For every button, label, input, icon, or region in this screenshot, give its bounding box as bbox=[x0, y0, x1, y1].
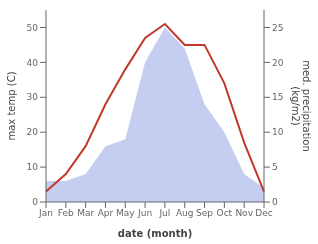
svg-text:Feb: Feb bbox=[58, 208, 74, 218]
svg-text:Oct: Oct bbox=[217, 208, 233, 218]
svg-text:15: 15 bbox=[272, 92, 283, 102]
svg-text:med. precipitation(kg/m2): med. precipitation(kg/m2) bbox=[290, 60, 310, 152]
svg-text:Aug: Aug bbox=[176, 208, 194, 218]
svg-text:Apr: Apr bbox=[98, 208, 114, 218]
svg-text:Nov: Nov bbox=[235, 208, 253, 218]
svg-text:date (month): date (month) bbox=[118, 228, 192, 239]
svg-text:0: 0 bbox=[32, 197, 38, 207]
svg-text:30: 30 bbox=[27, 92, 39, 102]
svg-text:Jul: Jul bbox=[158, 208, 170, 218]
svg-text:10: 10 bbox=[272, 127, 284, 137]
svg-text:40: 40 bbox=[27, 58, 39, 68]
svg-text:Jun: Jun bbox=[137, 208, 152, 218]
svg-text:Jan: Jan bbox=[38, 208, 53, 218]
svg-text:50: 50 bbox=[27, 23, 39, 33]
svg-text:20: 20 bbox=[27, 127, 39, 137]
svg-text:Sep: Sep bbox=[196, 208, 213, 218]
svg-text:10: 10 bbox=[27, 162, 39, 172]
svg-text:0: 0 bbox=[272, 197, 278, 207]
svg-text:max temp (C): max temp (C) bbox=[8, 71, 17, 140]
svg-text:May: May bbox=[116, 208, 135, 218]
svg-text:Dec: Dec bbox=[255, 208, 272, 218]
svg-text:5: 5 bbox=[272, 162, 278, 172]
svg-text:20: 20 bbox=[272, 58, 284, 68]
svg-text:Mar: Mar bbox=[77, 208, 94, 218]
svg-text:25: 25 bbox=[272, 23, 283, 33]
